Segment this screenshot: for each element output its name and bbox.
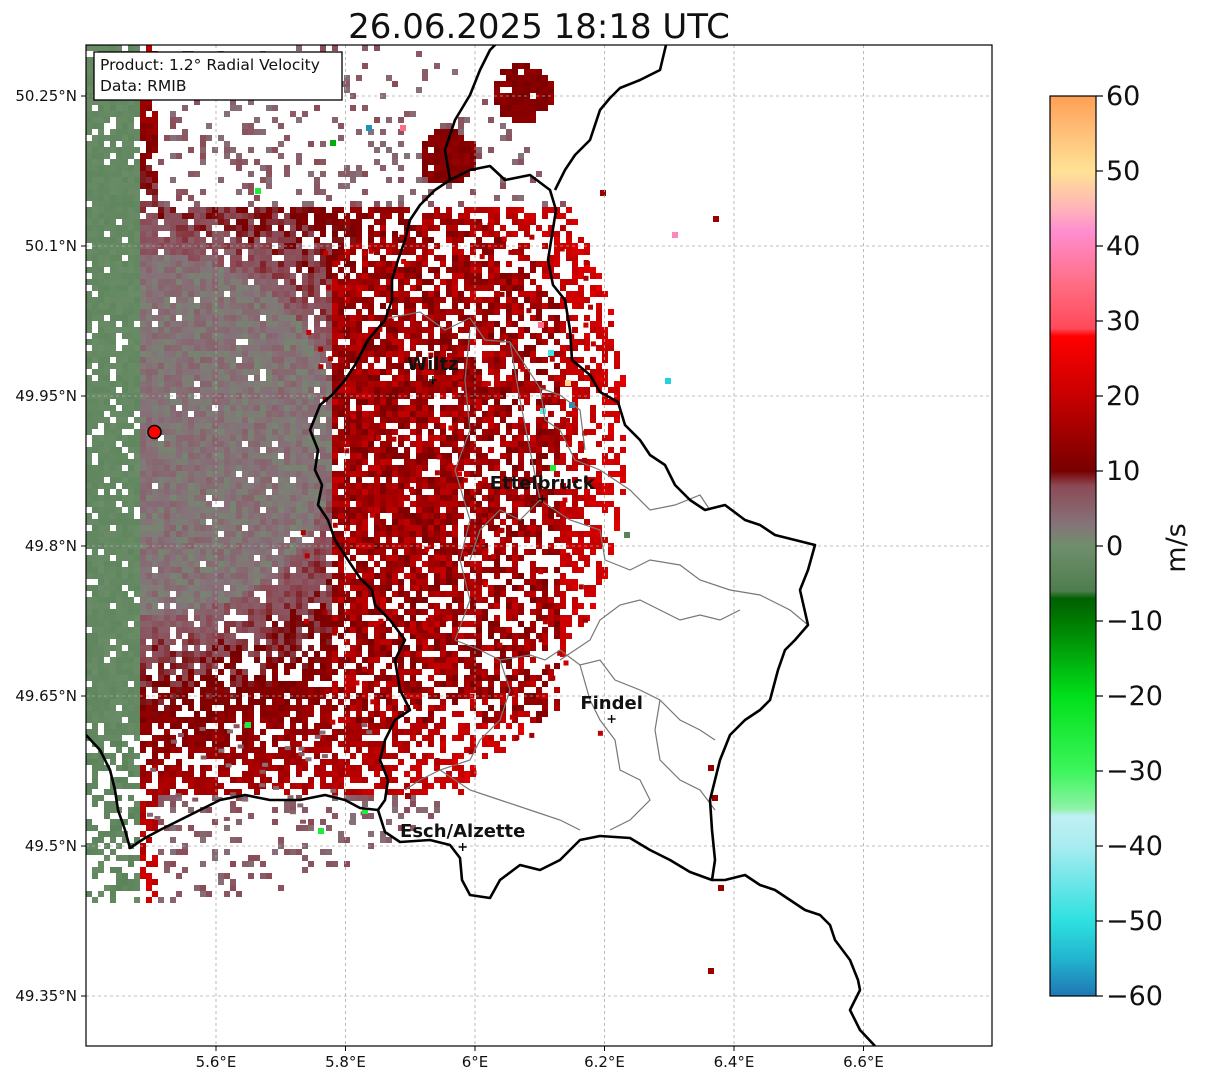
- colorbar-tick-label: 0: [1106, 531, 1123, 562]
- colorbar-tick-label: −30: [1106, 756, 1163, 787]
- canton-border: [439, 769, 581, 831]
- canton-border: [404, 659, 511, 791]
- map-panel: Wiltz Ettelbruck Findel Esch/Alzette Produc…: [15, 44, 993, 1071]
- canton-borders: [387, 311, 809, 831]
- map-title: 26.06.2025 18:18 UTC: [348, 7, 730, 47]
- colorbar-tick-label: −10: [1106, 606, 1163, 637]
- lat-tick-label: 50.25°N: [15, 87, 77, 105]
- lat-tick-label: 49.65°N: [15, 687, 77, 705]
- lat-tick-label: 49.95°N: [15, 387, 77, 405]
- canton-border: [559, 599, 741, 661]
- colorbar-tick-label: 60: [1106, 81, 1140, 112]
- info-box: Product: 1.2° Radial Velocity Data: RMIB: [93, 51, 343, 101]
- border-france-germany: [712, 873, 876, 1046]
- info-product: Product: 1.2° Radial Velocity: [100, 56, 320, 74]
- canton-border: [469, 499, 541, 561]
- lon-tick-label: 6.4°E: [714, 1053, 755, 1071]
- info-data-source: Data: RMIB: [100, 77, 187, 95]
- lon-tick-label: 6.2°E: [584, 1053, 625, 1071]
- colorbar-label: m/s: [1161, 523, 1192, 572]
- lon-tick-label: 6°E: [462, 1053, 489, 1071]
- lon-tick-label: 5.8°E: [325, 1053, 366, 1071]
- colorbar-tick-label: 40: [1106, 231, 1140, 262]
- radar-echo-layer: [86, 45, 724, 974]
- city-label: Wiltz: [407, 354, 458, 375]
- graticule: [86, 45, 992, 1046]
- border-luxembourg: [308, 164, 817, 900]
- city-labels: Wiltz Ettelbruck Findel Esch/Alzette: [400, 354, 643, 851]
- border-belgium-france: [86, 734, 379, 850]
- lat-tick-label: 50.1°N: [25, 237, 77, 255]
- colorbar-tick-label: −60: [1106, 981, 1163, 1012]
- lon-tick-label: 5.6°E: [196, 1053, 237, 1071]
- city-label: Ettelbruck: [490, 473, 596, 494]
- radar-site-marker: [147, 424, 162, 440]
- lat-tick-label: 49.5°N: [25, 837, 77, 855]
- colorbar-gradient: [1050, 96, 1096, 996]
- national-borders: [86, 45, 876, 1046]
- city-label: Findel: [580, 693, 643, 714]
- lat-tick-label: 49.8°N: [25, 537, 77, 555]
- colorbar: 60 50 40 30 20 10 0 −10 −20 −30 −40 −50 −60 m/s: [1049, 81, 1192, 1012]
- canton-border: [454, 329, 471, 641]
- colorbar-tick-label: 30: [1106, 306, 1140, 337]
- canton-border: [454, 639, 716, 741]
- canton-border: [654, 699, 716, 811]
- border-germany-east: [553, 45, 668, 191]
- map-axes: 5.6°E 5.8°E 6°E 6.2°E 6.4°E 6.6°E 50.25°N 50.1°…: [15, 87, 884, 1071]
- colorbar-tick-label: −20: [1106, 681, 1163, 712]
- colorbar-tick-label: 20: [1106, 381, 1140, 412]
- canton-border: [509, 341, 809, 626]
- lon-tick-label: 6.6°E: [843, 1053, 884, 1071]
- colorbar-tick-label: 50: [1106, 156, 1140, 187]
- canton-border: [579, 664, 651, 831]
- info-box-frame: [93, 51, 343, 101]
- colorbar-tick-label: 10: [1106, 456, 1140, 487]
- canton-border: [539, 387, 586, 451]
- colorbar-tick-label: −50: [1106, 906, 1163, 937]
- canton-border: [387, 311, 711, 511]
- border-germany-belgium-north: [443, 45, 497, 181]
- city-label: Esch/Alzette: [400, 821, 525, 842]
- lat-tick-label: 49.35°N: [15, 987, 77, 1005]
- colorbar-tick-label: −40: [1106, 831, 1163, 862]
- colorbar-ticks: 60 50 40 30 20 10 0 −10 −20 −30 −40 −50 −60: [1096, 81, 1163, 1012]
